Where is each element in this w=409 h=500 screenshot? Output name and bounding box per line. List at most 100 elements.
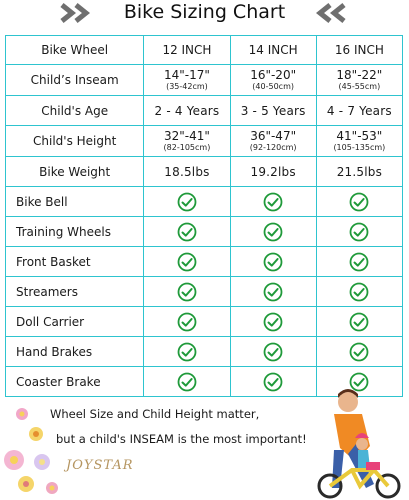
table-cell <box>315 246 404 277</box>
table-cell <box>229 216 317 247</box>
row-label: Training Wheels <box>4 216 145 247</box>
table-cell <box>229 246 317 277</box>
check-circle-icon <box>349 222 369 241</box>
row-label: Doll Carrier <box>4 306 145 337</box>
table-cell <box>229 306 317 337</box>
check-circle-icon <box>349 282 369 301</box>
double-chevron-left-icon <box>316 3 346 23</box>
table-row-feature: Coaster Brake <box>4 366 404 397</box>
table-cell: 32"-41" (82-105cm) <box>143 125 231 157</box>
column-header: 14 INCH <box>229 35 317 65</box>
cm-range: (35-42cm) <box>166 81 208 91</box>
check-circle-icon <box>177 222 197 241</box>
inch-range: 32"-41" <box>163 128 210 143</box>
check-circle-icon <box>263 372 283 391</box>
table-cell: 36"-47" (92-120cm) <box>229 125 317 157</box>
column-header: Bike Wheel <box>4 35 145 65</box>
table-cell <box>315 276 404 307</box>
table-cell <box>229 276 317 307</box>
table-cell <box>315 216 404 247</box>
table-cell: 2 - 4 Years <box>143 95 231 126</box>
check-circle-icon <box>177 312 197 331</box>
inch-range: 16"-20" <box>250 67 297 82</box>
row-label: Bike Bell <box>4 186 145 217</box>
check-circle-icon <box>263 312 283 331</box>
table-cell <box>143 366 231 397</box>
check-circle-icon <box>349 312 369 331</box>
table-cell: 18.5lbs <box>143 156 231 187</box>
table-row-weight: Bike Weight 18.5lbs 19.2lbs 21.5lbs <box>4 156 404 187</box>
table-row-feature: Bike Bell <box>4 186 404 217</box>
table-cell: 21.5lbs <box>315 156 404 187</box>
table-cell <box>143 246 231 277</box>
inch-range: 36"-47" <box>250 128 297 143</box>
footer-line-1: Wheel Size and Child Height matter, <box>50 407 260 421</box>
table-cell <box>229 336 317 367</box>
check-circle-icon <box>177 342 197 361</box>
cm-range: (92-120cm) <box>249 142 297 152</box>
check-circle-icon <box>349 372 369 391</box>
page-title: Bike Sizing Chart <box>123 1 286 23</box>
inch-range: 18"-22" <box>336 67 383 82</box>
table-cell <box>143 336 231 367</box>
row-label: Coaster Brake <box>4 366 145 397</box>
table-cell <box>229 186 317 217</box>
cm-range: (82-105cm) <box>163 142 211 152</box>
table-cell: 18"-22" (45-55cm) <box>315 64 404 96</box>
table-cell <box>143 276 231 307</box>
check-circle-icon <box>177 372 197 391</box>
table-cell <box>315 186 404 217</box>
table-cell: 16"-20" (40-50cm) <box>229 64 317 96</box>
cm-range: (105-135cm) <box>333 142 386 152</box>
table-cell <box>143 306 231 337</box>
check-circle-icon <box>263 282 283 301</box>
check-circle-icon <box>263 192 283 211</box>
table-header-row: Bike Wheel 12 INCH 14 INCH 16 INCH <box>4 35 404 65</box>
table-cell: 41"-53" (105-135cm) <box>315 125 404 157</box>
row-label: Child’s Inseam <box>4 64 145 96</box>
inch-range: 14"-17" <box>163 67 210 82</box>
row-label: Streamers <box>4 276 145 307</box>
feature-rows: Bike Bell Training Wheels Front Basket Stre… <box>4 186 404 397</box>
table-cell: 3 - 5 Years <box>229 95 317 126</box>
check-circle-icon <box>349 192 369 211</box>
column-header: 16 INCH <box>315 35 404 65</box>
table-cell <box>229 366 317 397</box>
check-circle-icon <box>177 252 197 271</box>
header: Bike Sizing Chart <box>0 0 409 26</box>
flower-icon <box>4 450 24 470</box>
table-cell <box>315 306 404 337</box>
table-row-feature: Hand Brakes <box>4 336 404 367</box>
flower-icon <box>16 408 28 420</box>
row-label: Child's Height <box>4 125 145 157</box>
check-circle-icon <box>263 342 283 361</box>
flower-decoration <box>4 408 58 494</box>
flower-icon <box>29 427 43 441</box>
column-header: 12 INCH <box>143 35 231 65</box>
table-row-feature: Streamers <box>4 276 404 307</box>
row-label: Bike Weight <box>4 156 145 187</box>
row-label: Child's Age <box>4 95 145 126</box>
footer-line-2: but a child's INSEAM is the most importa… <box>56 432 307 446</box>
sizing-table: Bike Wheel 12 INCH 14 INCH 16 INCH Child… <box>4 35 404 397</box>
table-cell <box>315 366 404 397</box>
inch-range: 41"-53" <box>336 128 383 143</box>
row-label: Front Basket <box>4 246 145 277</box>
check-circle-icon <box>263 222 283 241</box>
table-row-feature: Doll Carrier <box>4 306 404 337</box>
table-row-height: Child's Height 32"-41" (82-105cm) 36"-47"… <box>4 125 404 157</box>
check-circle-icon <box>349 252 369 271</box>
table-cell <box>143 216 231 247</box>
table-row-feature: Front Basket <box>4 246 404 277</box>
flower-icon <box>18 476 34 492</box>
double-chevron-right-icon <box>60 3 91 23</box>
table-row-age: Child's Age 2 - 4 Years 3 - 5 Years 4 - … <box>4 95 404 126</box>
check-circle-icon <box>263 252 283 271</box>
table-cell: 19.2lbs <box>229 156 317 187</box>
table-cell: 4 - 7 Years <box>315 95 404 126</box>
cm-range: (40-50cm) <box>252 81 294 91</box>
table-cell <box>315 336 404 367</box>
row-label: Hand Brakes <box>4 336 145 367</box>
flower-icon <box>34 454 50 470</box>
table-row-inseam: Child’s Inseam 14"-17" (35-42cm) 16"-20"(… <box>4 64 404 96</box>
